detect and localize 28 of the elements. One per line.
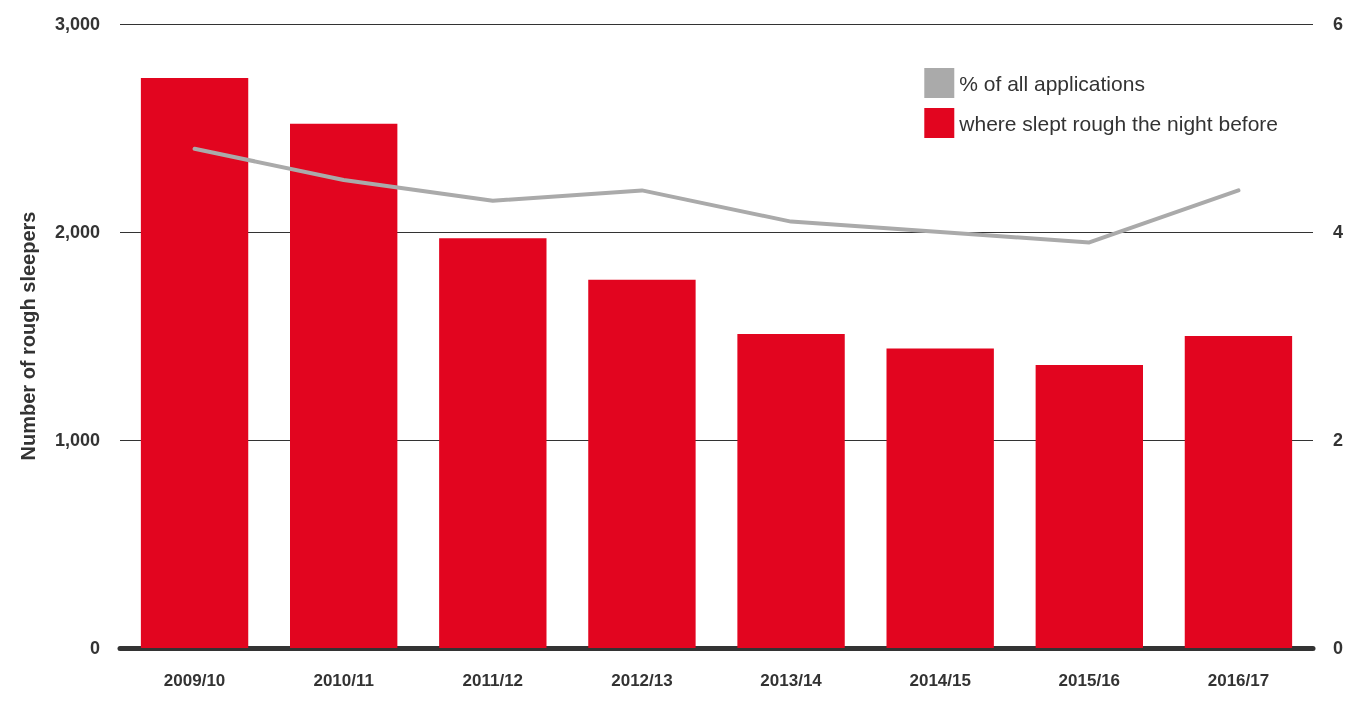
x-tick-label: 2010/11 <box>313 671 374 690</box>
bar <box>290 123 398 648</box>
x-tick-label: 2011/12 <box>462 671 524 690</box>
x-tick-label: 2009/10 <box>163 671 226 690</box>
x-tick-label: 2014/15 <box>909 671 971 690</box>
x-tick-label: 2015/16 <box>1058 671 1121 690</box>
bar <box>737 333 845 648</box>
bar <box>1184 336 1293 648</box>
y-tick-label: 0 <box>89 638 100 658</box>
legend-label: where slept rough the night before <box>958 111 1279 135</box>
y2-tick-label: 2 <box>1333 430 1344 450</box>
y2-tick-label: 4 <box>1333 222 1344 242</box>
bar <box>588 279 696 648</box>
bar <box>439 238 547 648</box>
bar <box>1035 365 1143 648</box>
y2-tick-label: 6 <box>1333 14 1344 34</box>
x-tick-label: 2013/14 <box>760 671 823 690</box>
y-tick-label: 3,000 <box>54 14 100 34</box>
y-tick-label: 2,000 <box>54 222 100 242</box>
x-tick-label: 2012/13 <box>611 671 673 690</box>
line-series <box>192 146 1241 245</box>
bar <box>140 78 249 648</box>
y-tick-label: 1,000 <box>54 430 100 450</box>
y2-tick-label: 0 <box>1333 638 1344 658</box>
x-tick-label: 2016/17 <box>1207 671 1270 690</box>
y-axis-title: Number of rough sleepers <box>17 211 39 461</box>
legend-label: % of all applications <box>959 71 1145 95</box>
bar <box>886 348 994 648</box>
